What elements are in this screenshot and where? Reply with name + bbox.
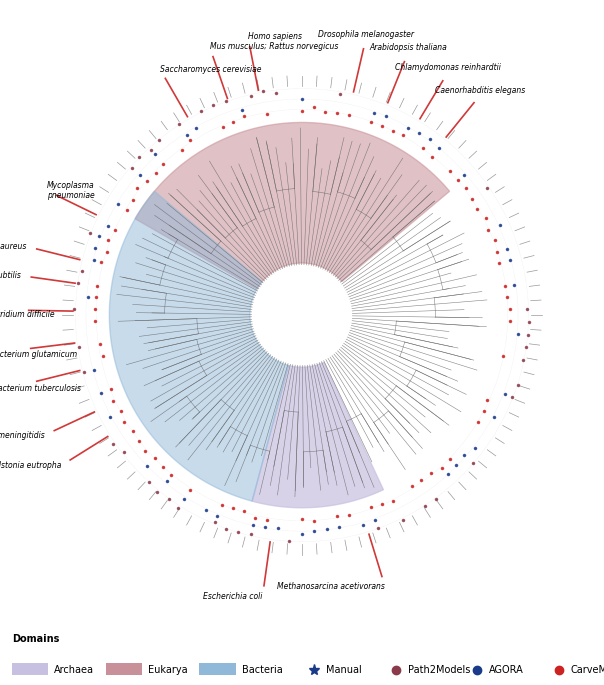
Text: Corynebacterium glutamicum: Corynebacterium glutamicum xyxy=(0,349,77,359)
Polygon shape xyxy=(109,191,289,501)
Text: Domains: Domains xyxy=(12,634,59,644)
Text: Saccharomyces cerevisiae: Saccharomyces cerevisiae xyxy=(160,65,262,74)
Text: Clostridium difficile: Clostridium difficile xyxy=(0,310,55,319)
Text: Eukarya: Eukarya xyxy=(148,664,188,675)
Text: Ralstonia eutropha: Ralstonia eutropha xyxy=(0,461,62,470)
Text: CarveMe: CarveMe xyxy=(571,664,604,675)
Circle shape xyxy=(252,266,352,364)
Text: Mycoplasma
pneumoniae: Mycoplasma pneumoniae xyxy=(47,181,95,201)
FancyBboxPatch shape xyxy=(199,663,236,675)
Text: Methanosarcina acetivorans: Methanosarcina acetivorans xyxy=(277,582,385,591)
Text: Path2Models: Path2Models xyxy=(408,664,470,675)
Text: Chlamydomonas reinhardtii: Chlamydomonas reinhardtii xyxy=(395,63,501,72)
Text: Homo sapiens: Homo sapiens xyxy=(248,32,302,41)
FancyBboxPatch shape xyxy=(12,663,48,675)
Text: Arabidopsis thaliana: Arabidopsis thaliana xyxy=(370,43,447,52)
Text: Drosophila melanogaster: Drosophila melanogaster xyxy=(318,29,414,38)
Text: Mycobacterium tuberculosis: Mycobacterium tuberculosis xyxy=(0,384,81,393)
Polygon shape xyxy=(135,123,449,289)
FancyBboxPatch shape xyxy=(106,663,142,675)
Polygon shape xyxy=(252,362,384,508)
Text: Manual: Manual xyxy=(326,664,362,675)
Text: Bacillus subtilis: Bacillus subtilis xyxy=(0,271,21,280)
Text: Escherichia coli: Escherichia coli xyxy=(203,592,263,601)
Text: Caenorhabditis elegans: Caenorhabditis elegans xyxy=(435,86,525,95)
Text: AGORA: AGORA xyxy=(489,664,524,675)
Text: Archaea: Archaea xyxy=(54,664,94,675)
Text: Bacteria: Bacteria xyxy=(242,664,282,675)
Text: Staphylococcus aureus: Staphylococcus aureus xyxy=(0,242,27,251)
Text: Neisseria meningitidis: Neisseria meningitidis xyxy=(0,431,45,440)
Text: Mus musculus; Rattus norvegicus: Mus musculus; Rattus norvegicus xyxy=(210,42,338,51)
